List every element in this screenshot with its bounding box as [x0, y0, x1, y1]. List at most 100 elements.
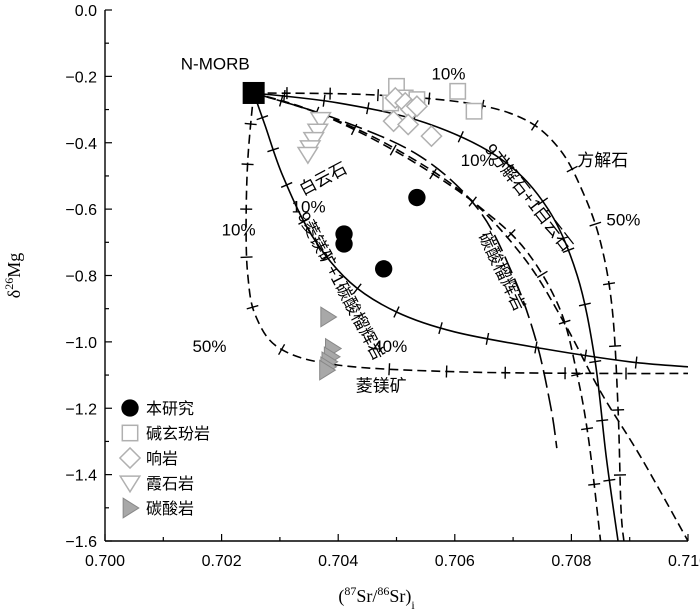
data-point-3-0: [309, 111, 332, 130]
mixing-curves: [240, 87, 688, 541]
x-axis-title: (87Sr/86Sr)i: [338, 584, 415, 612]
axes: 0.700 0.702 0.704 0.706 0.708 0.710 0.0 −0.2 −0.…: [2, 3, 700, 612]
legend-marker-1: [121, 424, 139, 442]
legend-label-3: 霞石岩: [146, 474, 194, 493]
curve-tick: [244, 122, 257, 126]
data-point-0-2: [335, 235, 353, 253]
curve-tick: [596, 419, 609, 422]
curve-tick: [388, 363, 391, 376]
mixing-curve-5: [253, 92, 688, 541]
data-point-0-3: [374, 260, 393, 278]
annotation-6: 10%: [292, 197, 326, 216]
x-tick-label: 0.706: [435, 553, 475, 570]
curve-tick: [583, 349, 588, 362]
legend-label-4: 碳酸岩: [146, 499, 194, 518]
curve-tick: [536, 270, 548, 279]
data-point-1-3: [449, 82, 467, 100]
annotation-10: 菱镁矿: [356, 377, 407, 397]
curve-tick: [634, 356, 638, 369]
data-point-3-4: [296, 146, 320, 165]
y-tick-label: −1.6: [65, 534, 97, 551]
curve-tick: [566, 165, 578, 173]
curve-tick: [278, 343, 286, 356]
y-axis-title: δ26Mg: [2, 253, 24, 299]
annotation-0: N-MORB: [181, 55, 250, 74]
curve-tick: [602, 282, 616, 286]
curve-tick: [589, 221, 602, 227]
end-member-marker: [242, 81, 265, 104]
data-points: [242, 77, 483, 381]
curve-tick: [322, 94, 326, 107]
x-tick-label: 0.702: [202, 553, 242, 570]
annotation-8: 50%: [192, 337, 226, 356]
legend-marker-4: [122, 497, 140, 519]
curve-tick: [457, 131, 464, 143]
data-point-2-4: [382, 110, 405, 133]
curve-tick: [589, 360, 602, 364]
y-tick-label: −0.8: [65, 269, 97, 286]
curve-tick: [588, 482, 601, 486]
curve-tick: [267, 147, 280, 153]
mixing-curve-1: [252, 92, 688, 368]
data-point-2-6: [420, 124, 443, 148]
legend-marker-0: [121, 399, 139, 417]
annotation-1: 10%: [431, 65, 465, 84]
curve-tick: [485, 332, 490, 345]
legend-label-2: 响岩: [146, 449, 178, 468]
y-tick-label: −1.4: [65, 468, 97, 485]
curve-tick: [389, 144, 397, 156]
data-point-2-5: [397, 113, 420, 136]
curve-tick: [537, 197, 549, 206]
legend-label-0: 本研究: [146, 399, 194, 418]
legend-marker-2: [118, 446, 142, 470]
annotation-5: 白云石: [296, 159, 350, 201]
x-tick-label: 0.700: [85, 553, 125, 570]
data-point-4-0: [320, 306, 338, 328]
y-tick-label: −0.4: [65, 136, 97, 153]
data-point-1-4: [465, 102, 483, 120]
mixing-curve-0: [245, 92, 688, 375]
x-tick-label: 0.708: [551, 553, 591, 570]
curve-tick: [280, 181, 293, 188]
x-tick-label: 0.704: [318, 553, 358, 570]
curve-tick: [427, 92, 431, 105]
curve-tick: [501, 157, 511, 168]
curve-tick: [612, 408, 625, 411]
curve-tick: [438, 322, 443, 335]
curve-tick: [609, 345, 622, 348]
curve-tick: [393, 306, 400, 318]
curve-tick: [283, 90, 286, 103]
curve-tick: [578, 302, 591, 307]
curve-tick: [241, 163, 254, 166]
annotation-2: 方解石: [577, 151, 628, 171]
curve-tick: [353, 283, 362, 294]
y-tick-label: 0.0: [75, 3, 97, 20]
legend-marker-3: [118, 475, 142, 494]
data-point-4-5: [319, 359, 337, 381]
curve-tick: [530, 119, 539, 131]
curve-tick: [429, 168, 437, 180]
annotation-9: 40%: [373, 337, 407, 356]
y-tick-label: −0.6: [65, 202, 97, 219]
y-tick-label: −1.2: [65, 401, 97, 418]
annotation-3: 50%: [606, 211, 640, 230]
curve-tick: [603, 478, 616, 482]
curve-tick: [506, 228, 516, 239]
curve-tick: [366, 102, 370, 115]
legend-label-1: 碱玄玢岩: [146, 424, 210, 443]
curve-tick: [571, 372, 584, 377]
mixing-curve-3: [253, 92, 619, 541]
curve-tick: [256, 114, 269, 121]
data-point-2-3: [405, 95, 429, 118]
data-point-0-0: [408, 188, 426, 207]
mixing-curve-6: [253, 92, 558, 449]
curve-tick: [377, 89, 380, 102]
x-tick-label: 0.710: [668, 553, 700, 570]
y-tick-label: −0.2: [65, 69, 97, 86]
curve-tick: [321, 252, 332, 262]
y-tick-label: −1.0: [65, 335, 97, 352]
annotation-13: 碳酸榴辉岩: [474, 229, 529, 314]
curve-tick: [246, 304, 259, 310]
annotation-4: 10%: [461, 151, 495, 170]
